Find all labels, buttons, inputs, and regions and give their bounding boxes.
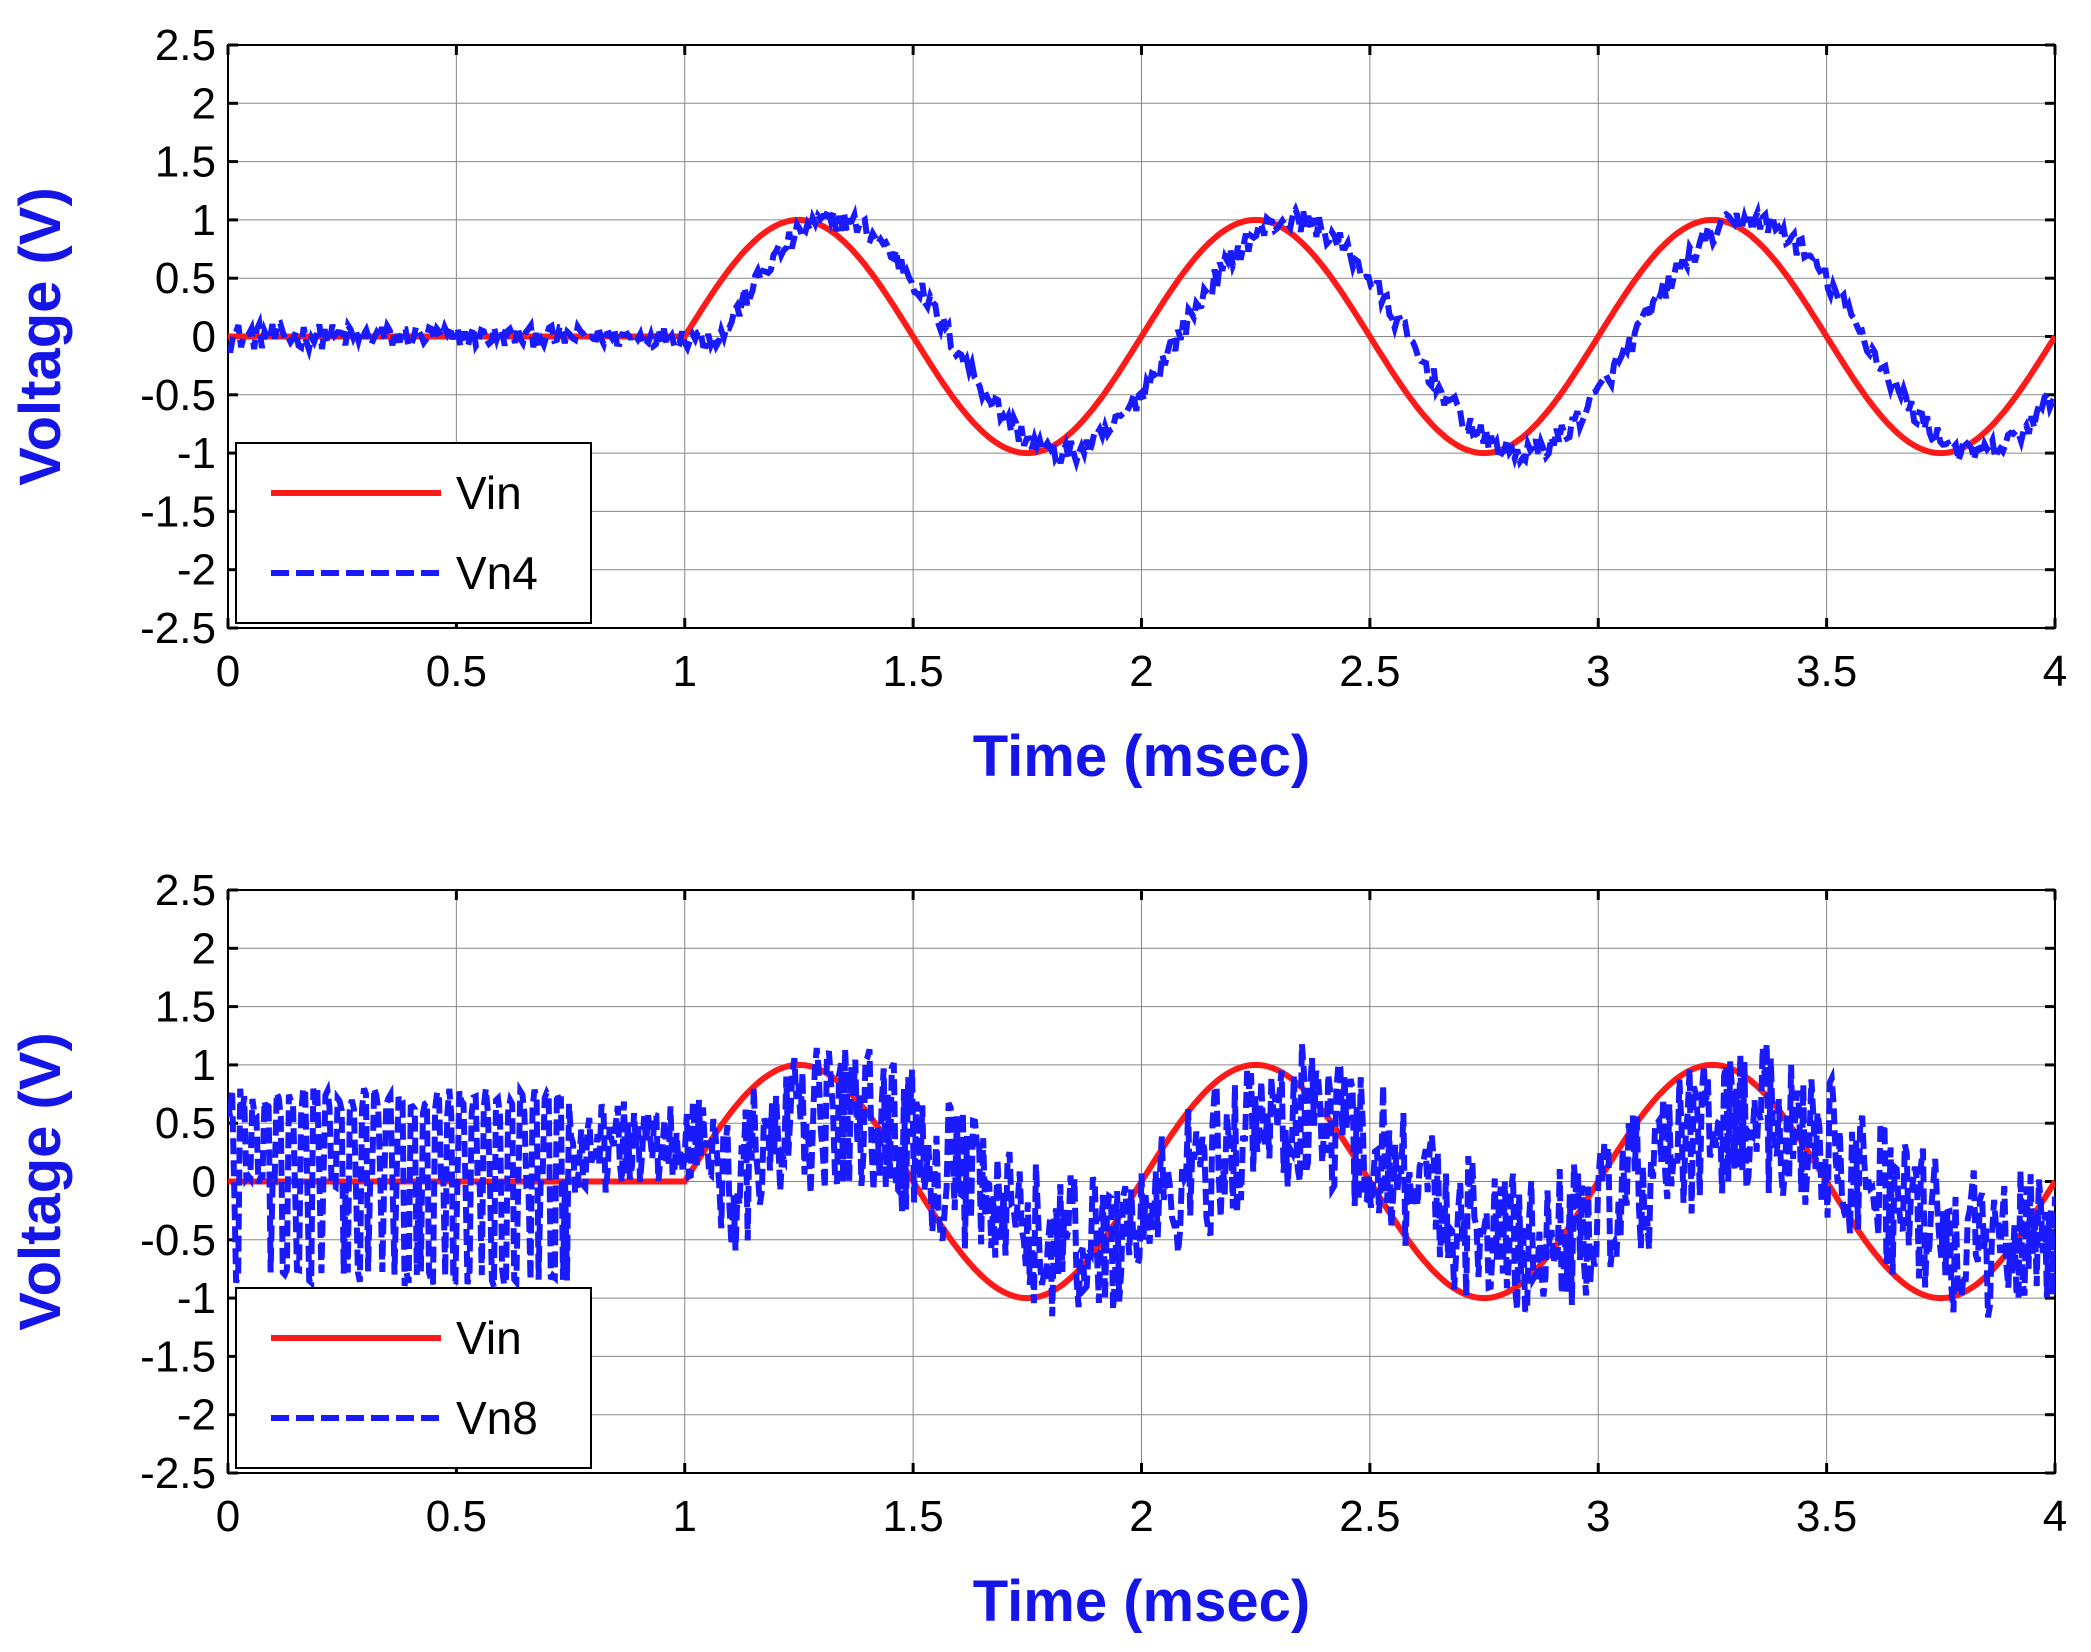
top-legend-vin-label: Vin: [456, 467, 522, 519]
x-tick-label: 0: [216, 647, 240, 696]
x-tick-label: 2.5: [1339, 1492, 1400, 1541]
y-tick-label: 2.5: [155, 866, 216, 915]
y-tick-label: 0.5: [155, 254, 216, 303]
top-y-axis-label: Voltage (V): [8, 187, 73, 486]
y-tick-label: -1.5: [140, 1332, 216, 1381]
y-tick-label: 2: [192, 924, 216, 973]
y-tick-label: -1: [177, 1274, 216, 1323]
y-tick-label: 0.5: [155, 1099, 216, 1148]
bottom-ticks: 0 0.5 1 1.5 2 2.5 3 3.5 4 2.5 2 1.5 1 0.5 0 -0.5 -1 -1.5 -…: [140, 866, 2067, 1541]
bottom-legend-box: [235, 1287, 592, 1469]
y-tick-label: -0.5: [140, 371, 216, 420]
top-series: [228, 200, 2055, 473]
x-tick-label: 3.5: [1796, 647, 1857, 696]
bottom-legend: Vin Vn8: [235, 1287, 592, 1469]
x-tick-label: 3.5: [1796, 1492, 1857, 1541]
y-tick-label: -2: [177, 546, 216, 595]
x-tick-label: 2: [1129, 1492, 1153, 1541]
x-tick-label: 0.5: [426, 1492, 487, 1541]
x-tick-label: 4: [2043, 647, 2067, 696]
y-tick-label: 1.5: [155, 138, 216, 187]
x-tick-label: 2.5: [1339, 647, 1400, 696]
y-tick-label: -2: [177, 1391, 216, 1440]
x-tick-label: 3: [1586, 647, 1610, 696]
top-x-axis-label: Time (msec): [973, 724, 1310, 789]
bottom-y-axis-label: Voltage (V): [8, 1032, 73, 1331]
x-tick-label: 1.5: [883, 647, 944, 696]
series-line-vn8: [228, 1043, 2055, 1318]
y-tick-label: -0.5: [140, 1216, 216, 1265]
bottom-legend-vn8-label: Vn8: [456, 1392, 538, 1444]
y-tick-label: -2.5: [140, 1449, 216, 1498]
bottom-chart-panel: 0 0.5 1 1.5 2 2.5 3 3.5 4 2.5 2 1.5 1 0.5 0 -0.5 -1 -1.5 -…: [8, 866, 2067, 1634]
bottom-series: [228, 1043, 2055, 1318]
y-tick-label: 1.5: [155, 983, 216, 1032]
x-tick-label: 1.5: [883, 1492, 944, 1541]
top-ticks: 0 0.5 1 1.5 2 2.5 3 3.5 4 2.5 2 1.5 1 0.5 0 -0.5 -1 -1.5 -…: [140, 21, 2067, 696]
bottom-x-axis-label: Time (msec): [973, 1569, 1310, 1634]
y-tick-label: -1.5: [140, 487, 216, 536]
y-tick-label: 2: [192, 79, 216, 128]
top-legend-vn4-label: Vn4: [456, 547, 538, 599]
y-tick-label: 1: [192, 196, 216, 245]
x-tick-label: 1: [673, 647, 697, 696]
x-tick-label: 0.5: [426, 647, 487, 696]
x-tick-label: 3: [1586, 1492, 1610, 1541]
x-tick-label: 4: [2043, 1492, 2067, 1541]
series-line-vin: [228, 216, 2055, 457]
bottom-legend-vin-label: Vin: [456, 1312, 522, 1364]
y-tick-label: -1: [177, 429, 216, 478]
top-legend-box: [235, 442, 592, 624]
top-chart-panel: 0 0.5 1 1.5 2 2.5 3 3.5 4 2.5 2 1.5 1 0.5 0 -0.5 -1 -1.5 -…: [8, 21, 2067, 789]
top-legend: Vin Vn4: [235, 442, 592, 624]
series-line-vn4: [228, 200, 2055, 473]
x-tick-label: 2: [1129, 647, 1153, 696]
y-tick-label: 2.5: [155, 21, 216, 70]
y-tick-label: -2.5: [140, 604, 216, 653]
y-tick-label: 0: [192, 313, 216, 362]
x-tick-label: 1: [673, 1492, 697, 1541]
x-tick-label: 0: [216, 1492, 240, 1541]
y-tick-label: 0: [192, 1158, 216, 1207]
y-tick-label: 1: [192, 1041, 216, 1090]
